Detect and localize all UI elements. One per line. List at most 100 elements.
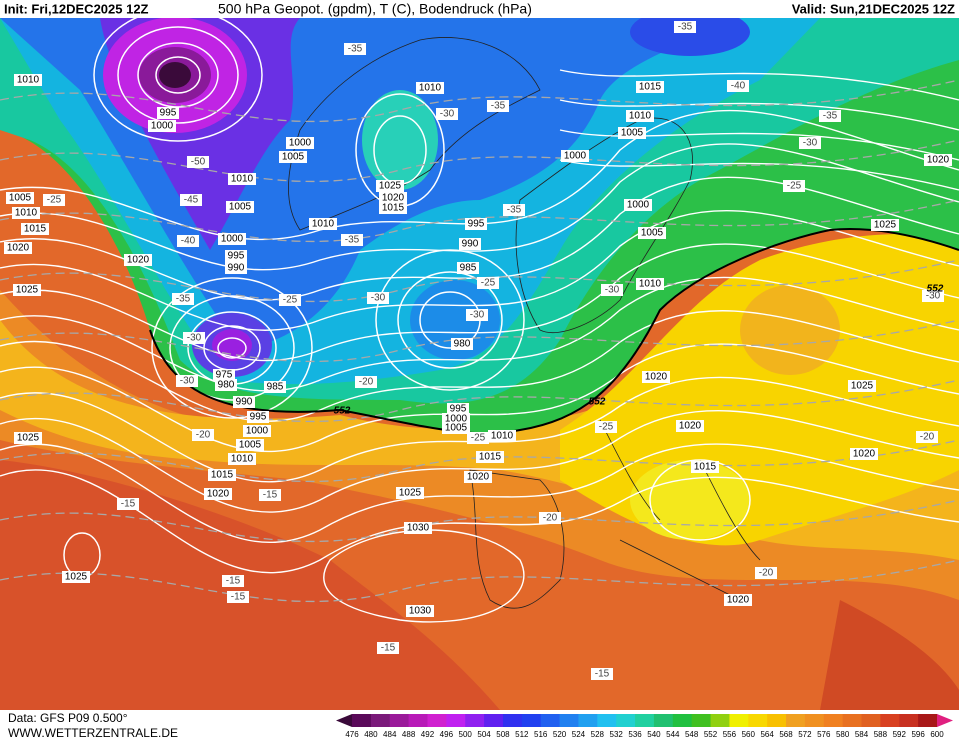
isobar-label-box xyxy=(157,107,179,119)
isobar xyxy=(649,459,751,541)
isotherm-label-box xyxy=(341,234,363,246)
isotherm-label: -35 xyxy=(348,44,363,55)
isobar-label: 1010 xyxy=(312,219,335,230)
isotherm-label: -45 xyxy=(184,195,199,206)
isotherm-label: -15 xyxy=(263,490,278,501)
colorbar-swatch xyxy=(710,714,730,727)
isobar-label-box xyxy=(4,242,32,254)
isotherm-label: -25 xyxy=(471,433,486,444)
isobar-label: 1005 xyxy=(9,193,32,204)
colorbar-label: 596 xyxy=(911,730,925,739)
isotherm-label-box xyxy=(177,235,199,247)
geopotential-label: 552 xyxy=(589,397,606,408)
colorbar-label: 504 xyxy=(477,730,491,739)
colorbar-label: 492 xyxy=(421,730,435,739)
colorbar-label: 548 xyxy=(685,730,699,739)
isobar-label-box xyxy=(850,448,878,460)
isobar-label: 1020 xyxy=(727,595,750,606)
isotherm-label: -15 xyxy=(231,592,246,603)
isobar-label: 1010 xyxy=(419,83,442,94)
isotherm-label: -15 xyxy=(381,643,396,654)
isobar-label: 1020 xyxy=(467,472,490,483)
colorbar: 476 480 484 488 492 496 500 504 508 512 516 520 524 5… xyxy=(336,714,953,739)
isobar-label: 1000 xyxy=(564,151,587,162)
geopotential-552 xyxy=(149,228,959,435)
isobar-label: 1025 xyxy=(17,433,40,444)
isobar-label: 1010 xyxy=(491,431,514,442)
isobar xyxy=(0,310,959,422)
isobar-label: 1010 xyxy=(231,174,254,185)
isotherm-label-box xyxy=(355,376,377,388)
isobar xyxy=(375,249,525,391)
colorbar-swatch xyxy=(748,714,768,727)
colorbar-label: 580 xyxy=(836,730,850,739)
isobar xyxy=(559,99,959,131)
isotherm-label: -20 xyxy=(920,432,935,443)
colorbar-swatch xyxy=(767,714,787,727)
isotherm-label: -25 xyxy=(47,195,62,206)
isotherm-label-box xyxy=(367,292,389,304)
isobar-label: 1000 xyxy=(445,414,468,425)
isotherm xyxy=(0,319,959,363)
isobar-label: 1020 xyxy=(207,489,230,500)
isotherm-label-box xyxy=(222,575,244,587)
isobar xyxy=(117,26,239,124)
colorbar-label: 512 xyxy=(515,730,529,739)
isobar-label: 1000 xyxy=(151,121,174,132)
isobar-label-box xyxy=(213,369,235,381)
colorbar-label: 532 xyxy=(610,730,624,739)
colorbar-swatch xyxy=(804,714,825,727)
isotherm-label: -25 xyxy=(481,278,496,289)
isotherm-label-box xyxy=(503,204,525,216)
isotherm-label: -35 xyxy=(823,111,838,122)
colorbar-swatch xyxy=(502,714,523,727)
colorbar-swatch xyxy=(352,714,372,727)
isobar-label-box xyxy=(208,469,236,481)
isotherm xyxy=(0,439,959,483)
isotherm-label: -20 xyxy=(359,377,374,388)
isotherm-label-box xyxy=(783,180,805,192)
site: WWW.WETTERZENTRALE.DE xyxy=(8,726,178,740)
isobar-label: 1020 xyxy=(679,421,702,432)
isobar-label: 1025 xyxy=(874,220,897,231)
isobar-label: 1015 xyxy=(24,224,47,235)
isobar-label-box xyxy=(225,250,247,262)
colorbar-label: 524 xyxy=(572,730,586,739)
colorbar-swatch xyxy=(446,714,466,727)
isobar-label-box xyxy=(561,150,589,162)
isobar-label-box xyxy=(691,461,719,473)
isobar-label-box xyxy=(618,127,646,139)
isotherm-label: -25 xyxy=(599,422,614,433)
colorbar-swatch xyxy=(370,714,391,727)
isobar-label-box xyxy=(848,380,876,392)
isobar xyxy=(0,143,959,271)
isotherm-label: -30 xyxy=(440,109,455,120)
isotherm-label-box xyxy=(467,432,489,444)
isobar-label-box xyxy=(406,605,434,617)
isotherm-label-box xyxy=(259,489,281,501)
isotherm-label-box xyxy=(377,642,399,654)
isobar-label-box xyxy=(451,338,473,350)
contour-lines xyxy=(0,8,959,623)
isotherm-label: -20 xyxy=(196,430,211,441)
isobar-label-box xyxy=(488,430,516,442)
colorbar-label: 508 xyxy=(496,730,510,739)
isotherm-label: -35 xyxy=(507,205,522,216)
isobar-label-box xyxy=(404,522,432,534)
isotherm xyxy=(0,199,959,243)
colorbar-label: 584 xyxy=(855,730,869,739)
colorbar-label: 540 xyxy=(647,730,661,739)
isotherm-label: -30 xyxy=(187,333,202,344)
isotherm-label-box xyxy=(487,100,509,112)
valid-time: Valid: Sun,21DEC2025 12Z xyxy=(792,1,955,16)
isobar xyxy=(0,443,959,544)
isobar-label: 1020 xyxy=(382,193,405,204)
data-source: Data: GFS P09 0.500° xyxy=(8,711,128,725)
isobar-label-box xyxy=(447,403,469,415)
isotherm-label: -50 xyxy=(191,157,206,168)
isobar-label: 1030 xyxy=(409,606,432,617)
isotherm-label-box xyxy=(176,375,198,387)
isobar xyxy=(559,69,959,101)
isobar-label-box xyxy=(215,379,237,391)
isobar-label: 1015 xyxy=(694,462,717,473)
